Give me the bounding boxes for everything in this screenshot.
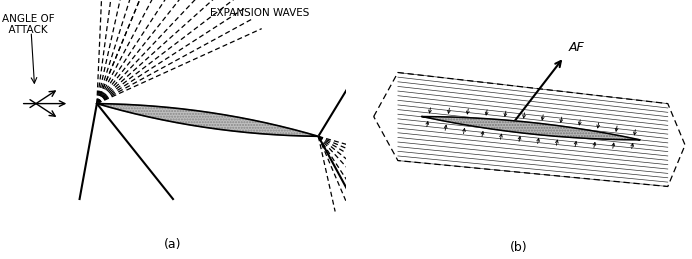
Text: ANGLE OF
  ATTACK: ANGLE OF ATTACK <box>1 14 55 35</box>
Text: (a): (a) <box>164 238 182 251</box>
Polygon shape <box>422 117 640 140</box>
Polygon shape <box>97 104 318 136</box>
Text: (b): (b) <box>510 241 528 254</box>
Text: AF: AF <box>570 41 585 54</box>
Text: EXPANSION WAVES: EXPANSION WAVES <box>210 8 309 18</box>
